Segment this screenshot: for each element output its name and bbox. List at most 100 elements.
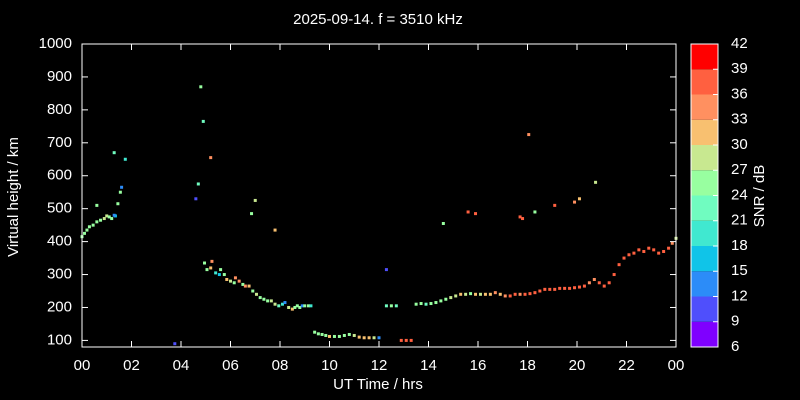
point [464,292,468,296]
point [243,284,247,288]
colorbar-tick-label: 42 [731,35,748,52]
point [409,338,413,342]
point [429,302,433,306]
point [577,197,581,201]
point [123,157,127,161]
point [527,133,531,137]
point [232,281,236,285]
point [523,292,527,296]
colorbar-tick-label: 36 [731,85,748,102]
point [513,292,517,296]
point [670,241,674,245]
y-tick-label: 100 [47,331,72,348]
colorbar-band [691,94,718,120]
point [210,259,214,263]
point [250,212,254,216]
colorbar-band [691,271,718,297]
point [283,301,287,305]
point [543,287,547,291]
point [280,302,284,306]
point [533,210,537,214]
point [577,285,581,289]
y-tick-label: 1000 [39,35,72,52]
point [469,292,473,296]
point [521,217,525,221]
point [597,281,601,285]
colorbar-band [691,246,718,272]
point [342,333,346,337]
point [553,287,557,291]
point [205,268,209,272]
x-tick-label: 08 [272,357,289,374]
point [518,292,522,296]
point [209,266,213,270]
colorbar-band [691,195,718,221]
point [258,296,262,300]
point [459,292,463,296]
point [503,294,507,298]
point [110,217,114,221]
point [563,286,567,290]
point [518,215,522,219]
point [528,292,532,296]
point [225,277,229,281]
x-tick-label: 02 [123,357,140,374]
colorbar-band [691,119,718,145]
x-tick-label: 14 [420,357,437,374]
point [602,284,606,288]
x-tick-label: 00 [668,357,685,374]
chart-title: 2025-09-14. f = 3510 kHz [293,11,463,28]
point [82,231,86,235]
point [466,210,470,214]
x-tick-label: 20 [569,357,586,374]
point [662,249,666,253]
point [287,305,291,309]
x-tick-label: 04 [173,357,190,374]
point [237,279,241,283]
point [320,332,324,336]
point [652,248,656,252]
colorbar-band [691,296,718,322]
point [273,302,277,306]
colorbar-tick-label: 12 [731,287,748,304]
point [199,85,203,89]
point [107,215,111,219]
point [632,251,636,255]
colorbar-tick-label: 27 [731,161,748,178]
point [424,302,428,306]
point [627,253,631,257]
point [449,296,453,300]
point [399,338,403,342]
point [293,305,297,309]
point [112,213,116,217]
point [266,299,270,303]
point [657,251,661,255]
point [105,214,109,218]
point [558,286,562,290]
colorbar-band [691,220,718,246]
point [474,292,478,296]
point [587,281,591,285]
point [573,200,577,204]
point [112,151,116,155]
point [85,228,89,232]
x-axis-label: UT Time / hrs [333,376,423,393]
point [253,198,257,202]
point [87,225,91,229]
colorbar-band [691,321,718,347]
y-axis-label: Virtual height / km [5,137,22,257]
point [384,304,388,308]
point [488,292,492,296]
point [233,276,237,280]
point [251,289,255,293]
point [309,304,313,308]
point [229,279,232,283]
point [247,284,251,288]
point [95,220,99,224]
point [316,332,320,336]
x-tick-label: 06 [222,357,239,374]
colorbar-tick-label: 21 [731,212,748,229]
point [214,271,218,275]
point [444,297,448,301]
point [357,335,361,339]
